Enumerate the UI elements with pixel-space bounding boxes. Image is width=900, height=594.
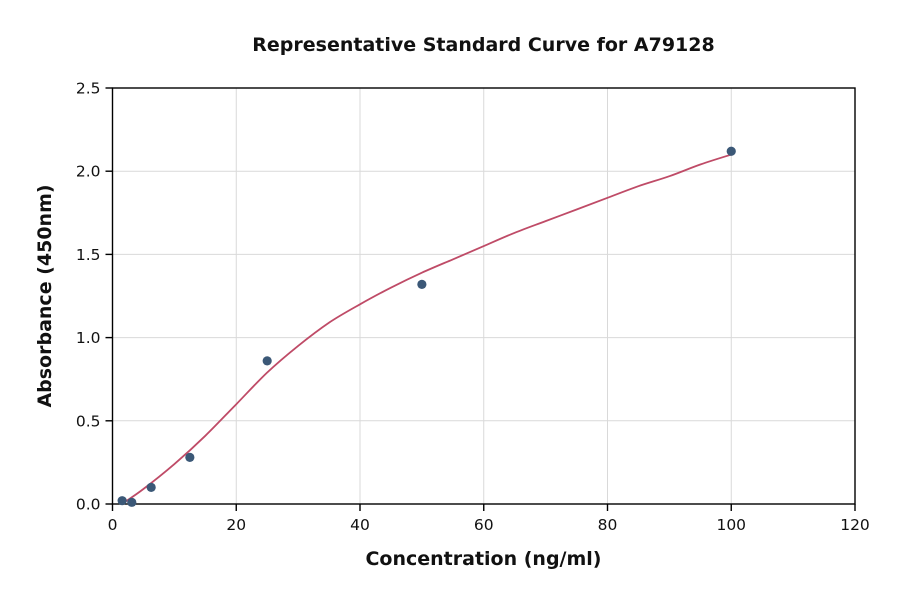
x-tick-label: 40 bbox=[350, 516, 370, 534]
x-tick-label: 0 bbox=[108, 516, 118, 534]
y-tick-label: 2.0 bbox=[76, 163, 101, 181]
y-tick-label: 0.5 bbox=[76, 412, 101, 430]
fit-curve-line bbox=[120, 153, 733, 505]
y-tick-label: 1.0 bbox=[76, 329, 101, 347]
data-point bbox=[127, 497, 137, 507]
data-point bbox=[185, 452, 195, 463]
data-point bbox=[726, 146, 736, 156]
x-tick-label: 100 bbox=[716, 516, 746, 534]
data-point bbox=[146, 482, 156, 492]
x-tick-label: 20 bbox=[226, 516, 246, 534]
data-point bbox=[262, 356, 272, 366]
x-tick-label: 60 bbox=[474, 516, 494, 534]
x-axis-label: Concentration (ng/ml) bbox=[365, 548, 602, 570]
y-tick-label: 1.5 bbox=[76, 246, 101, 264]
data-point bbox=[117, 496, 127, 506]
x-tick-label: 120 bbox=[840, 516, 870, 534]
data-point bbox=[417, 279, 427, 289]
y-tick-label: 2.5 bbox=[76, 80, 101, 98]
x-tick-label: 80 bbox=[598, 516, 618, 534]
y-tick-label: 0.0 bbox=[76, 496, 101, 514]
chart-title: Representative Standard Curve for A79128 bbox=[252, 34, 715, 56]
